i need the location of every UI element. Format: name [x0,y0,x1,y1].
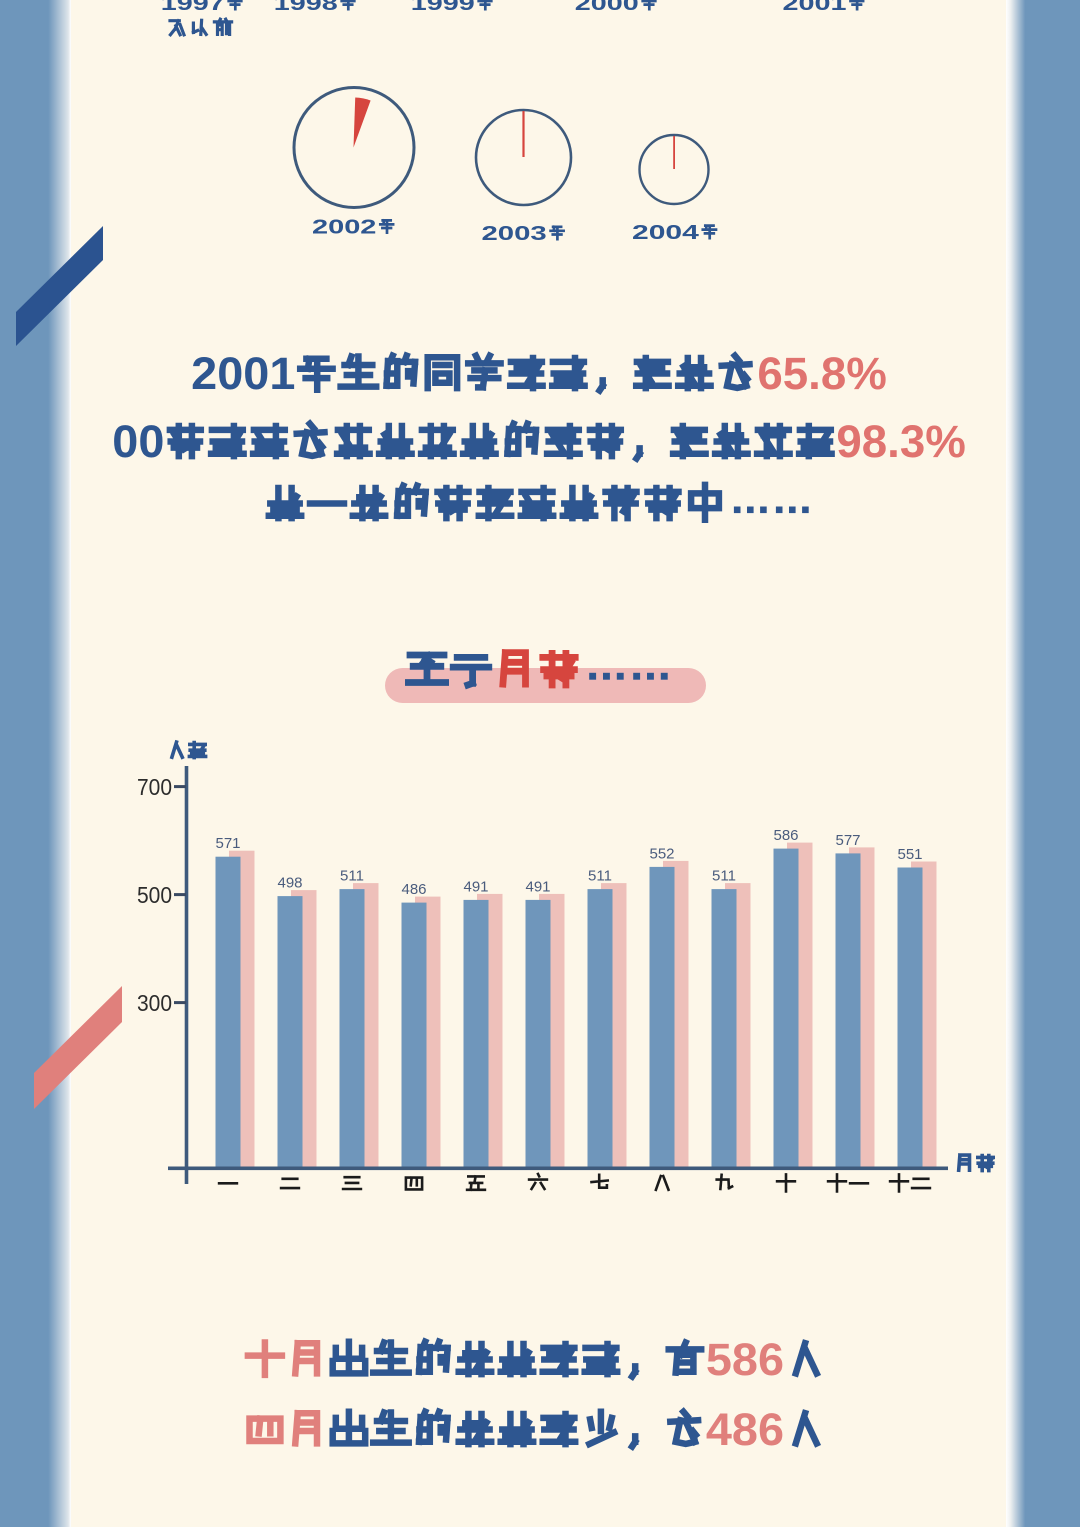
svg-text:700: 700 [137,774,172,800]
svg-text:511: 511 [712,868,736,885]
svg-text:2001: 2001 [783,0,847,15]
svg-text:1999: 1999 [411,0,475,15]
svg-text:98.3%: 98.3% [836,416,965,467]
svg-text:571: 571 [215,835,240,852]
svg-text:2001: 2001 [191,348,295,399]
svg-text:1998: 1998 [274,0,338,15]
svg-text:491: 491 [463,878,488,895]
svg-text:551: 551 [897,846,922,863]
svg-text:2000: 2000 [575,0,639,15]
svg-text:1997: 1997 [161,0,225,15]
svg-text:2003: 2003 [482,223,547,245]
svg-text:586: 586 [706,1334,784,1385]
svg-text:486: 486 [401,881,426,898]
svg-text:2004: 2004 [632,222,699,244]
svg-text:552: 552 [649,845,674,862]
svg-text:511: 511 [588,868,612,885]
svg-text:00: 00 [112,416,164,467]
svg-text:486: 486 [706,1404,784,1455]
svg-text:300: 300 [137,990,172,1016]
svg-text:65.8%: 65.8% [757,348,886,399]
svg-text:491: 491 [525,878,550,895]
svg-text:498: 498 [277,875,302,892]
svg-text:577: 577 [835,832,860,849]
svg-text:511: 511 [340,868,364,885]
svg-text:2002: 2002 [312,217,376,239]
svg-text:500: 500 [137,882,172,908]
svg-text:586: 586 [773,827,798,844]
